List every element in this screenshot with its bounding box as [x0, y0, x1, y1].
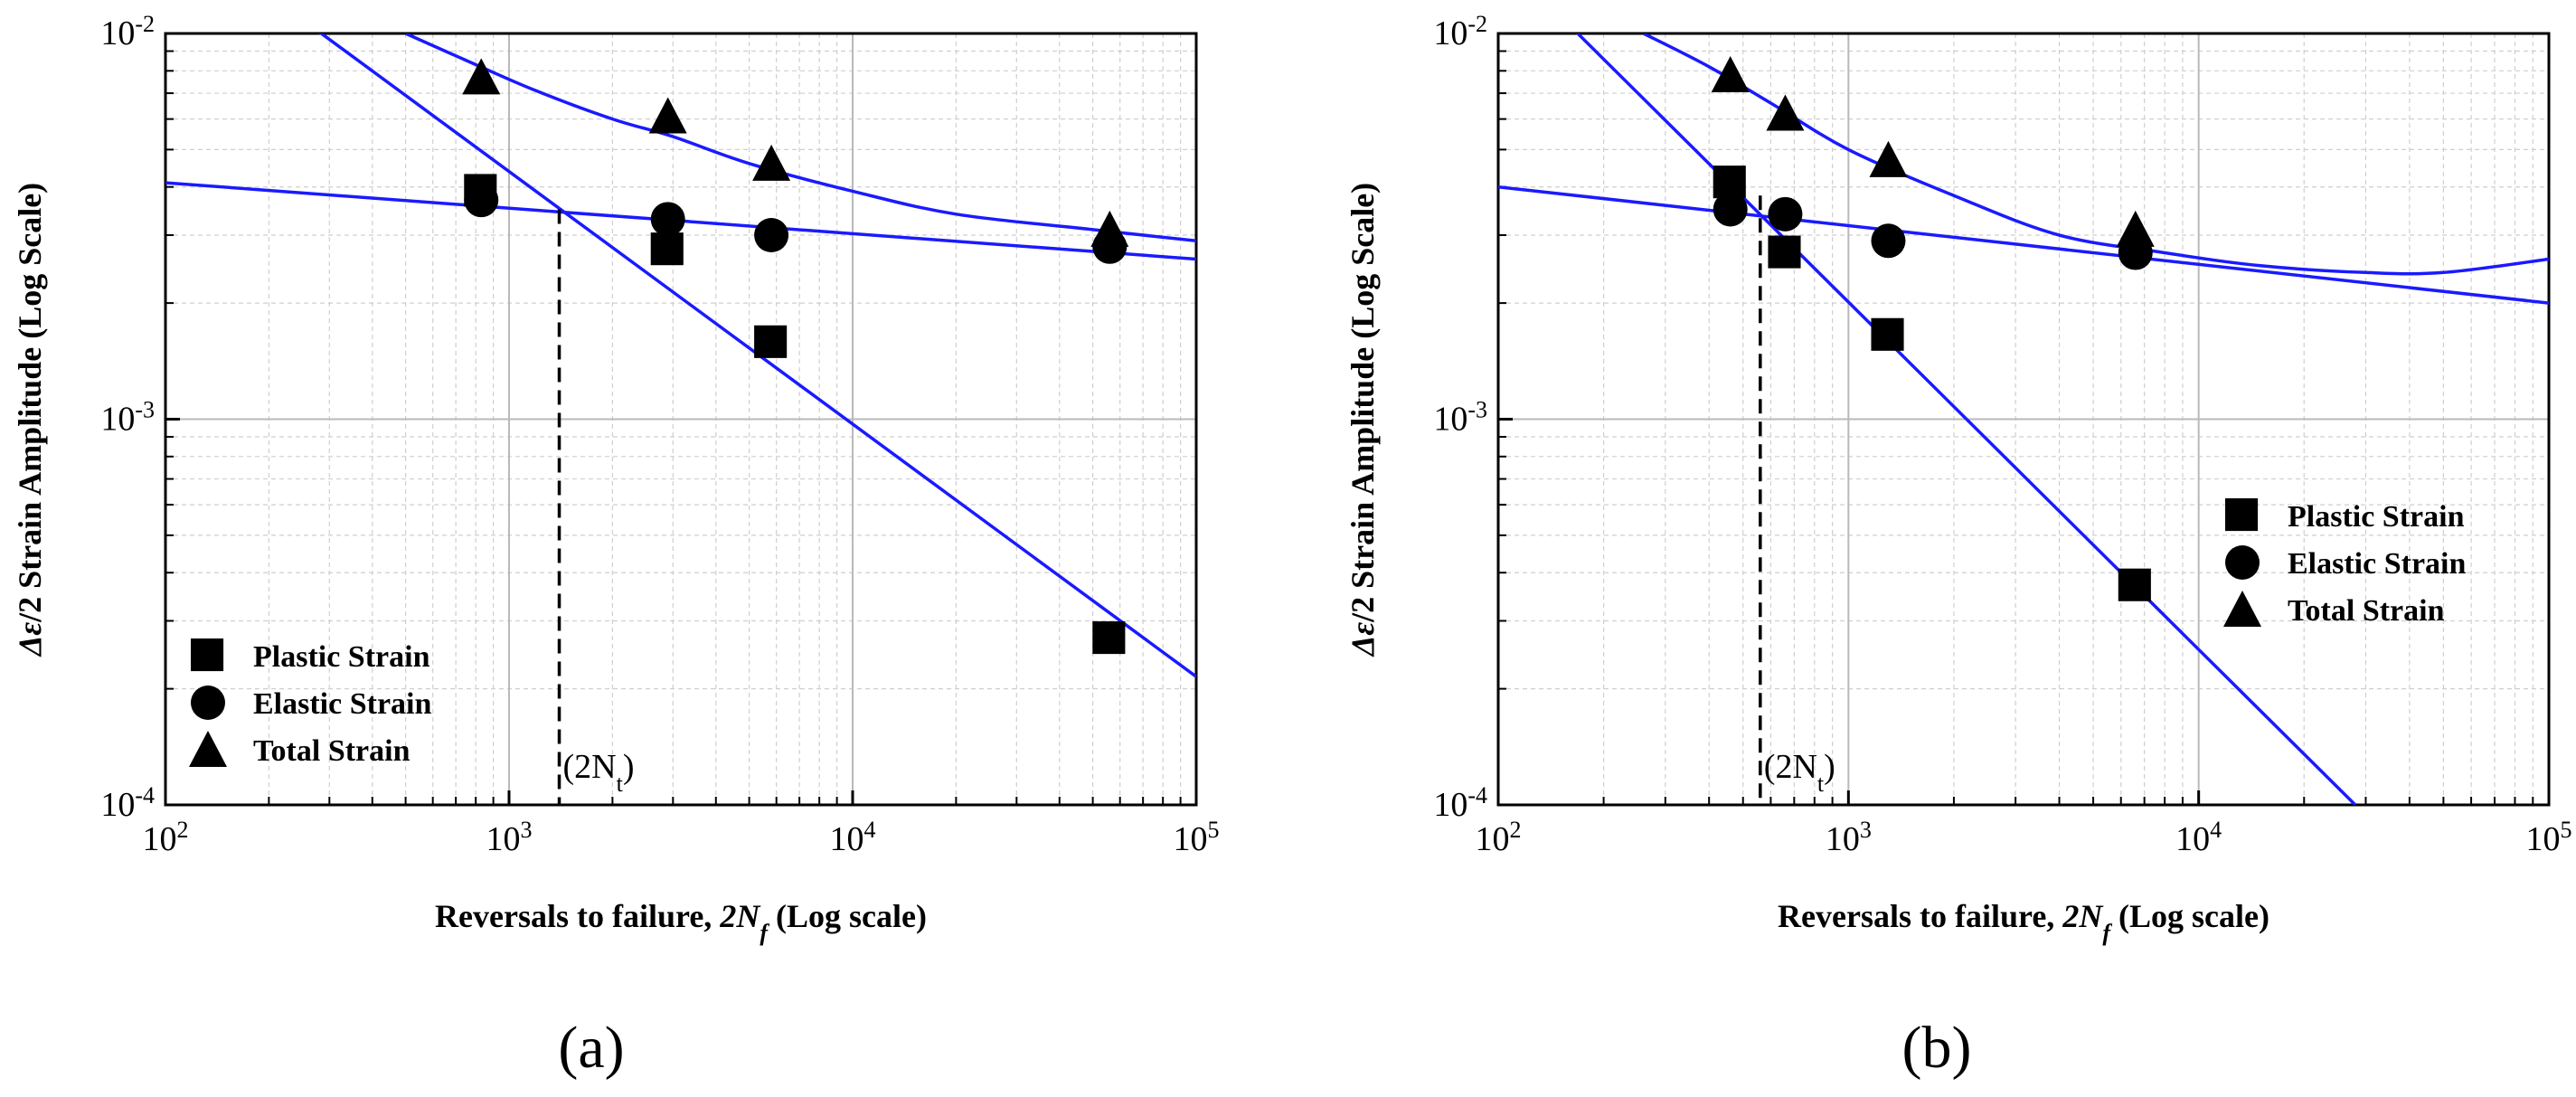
elastic-strain-point [754, 218, 789, 253]
elastic-strain-point [1768, 196, 1803, 232]
data-markers [1711, 56, 2155, 601]
y-axis-label: Δε/2 Strain Amplitude (Log Scale) [12, 183, 48, 657]
total-strain-point [1090, 210, 1129, 247]
total-fit-line [1642, 33, 2549, 276]
y-tick-label: 10-4 [100, 782, 155, 825]
y-tick-label: 10-3 [1433, 396, 1487, 439]
major-grid [1498, 33, 2549, 805]
x-tick-label: 103 [486, 817, 533, 859]
y-tick-label: 10-4 [1433, 782, 1487, 825]
total-strain-point [1766, 94, 1805, 131]
x-tick-labels: 102 103 104 105 [1476, 817, 2572, 859]
elastic-fit-line [1498, 184, 2549, 305]
legend-triangle-icon [189, 731, 227, 767]
plastic-fit-line [1575, 33, 2357, 805]
x-tick-labels: 102 103 104 105 [143, 817, 1220, 859]
axis-ticks [1496, 50, 2534, 807]
elastic-strain-point [1713, 192, 1748, 227]
total-strain-point [752, 144, 791, 181]
major-grid [165, 33, 1196, 805]
panel-b: (2Nt) 102 103 104 105 10-4 10-3 10-2 Plastic … [1345, 11, 2572, 1082]
legend-square-icon [191, 638, 224, 672]
total-strain-point [2116, 210, 2155, 247]
legend-label: Plastic Strain [2288, 500, 2465, 534]
legend-label: Plastic Strain [253, 640, 430, 674]
data-markers [462, 58, 1129, 655]
plastic-strain-point [1871, 317, 1904, 351]
legend: Plastic Strain Elastic Strain Total Strain [2223, 498, 2466, 628]
y-tick-label: 10-2 [100, 11, 155, 53]
elastic-strain-point [650, 202, 685, 237]
elastic-strain-point [1871, 223, 1906, 259]
x-tick-label: 102 [143, 817, 189, 859]
panel-label-b: (b) [1902, 1015, 1972, 1081]
legend-triangle-icon [2223, 591, 2261, 627]
elastic-strain-point [464, 183, 499, 218]
legend-circle-icon [2225, 545, 2260, 580]
transition-marker: (2Nt) [1759, 195, 1835, 805]
transition-marker: (2Nt) [557, 209, 635, 805]
y-tick-labels: 10-4 10-3 10-2 [100, 11, 155, 825]
plastic-strain-point [2118, 568, 2151, 601]
total-strain-point [462, 58, 501, 95]
axis-ticks [164, 50, 1182, 807]
legend-circle-icon [191, 686, 225, 720]
x-tick-label: 104 [2175, 817, 2222, 859]
x-tick-label: 105 [1174, 817, 1220, 859]
x-tick-label: 104 [830, 817, 876, 859]
plastic-strain-point [1768, 235, 1801, 269]
plastic-strain-point [754, 325, 788, 358]
panel-a: (2Nt) 102 103 104 105 10-4 10-3 10-2 Plastic … [12, 11, 1220, 1082]
y-axis-label: Δε/2 Strain Amplitude (Log Scale) [1345, 183, 1381, 657]
legend-label: Elastic Strain [2288, 547, 2466, 581]
legend-label: Total Strain [2288, 594, 2445, 628]
transition-label: (2Nt) [563, 748, 635, 797]
legend-square-icon [2225, 498, 2259, 532]
legend-label: Total Strain [253, 734, 410, 768]
x-axis-label: Reversals to failure, 2Nf (Log scale) [1778, 898, 2269, 946]
y-tick-label: 10-3 [100, 396, 155, 439]
x-tick-label: 105 [2526, 817, 2572, 859]
fit-lines [1498, 33, 2549, 805]
plastic-strain-point [1092, 621, 1126, 655]
transition-label: (2Nt) [1764, 748, 1835, 797]
total-fit-line [404, 33, 1196, 243]
x-tick-label: 103 [1826, 817, 1872, 859]
total-strain-point [1869, 140, 1908, 177]
total-strain-point [648, 97, 687, 134]
legend: Plastic Strain Elastic Strain Total Strain [189, 638, 431, 768]
x-tick-label: 102 [1476, 817, 1522, 859]
legend-label: Elastic Strain [253, 687, 431, 721]
x-axis-label: Reversals to failure, 2Nf (Log scale) [435, 898, 927, 946]
panel-label-a: (a) [558, 1015, 624, 1081]
plastic-strain-point [650, 232, 684, 266]
y-tick-labels: 10-4 10-3 10-2 [1433, 11, 1487, 825]
total-strain-point [1711, 56, 1750, 93]
y-tick-label: 10-2 [1433, 11, 1487, 53]
